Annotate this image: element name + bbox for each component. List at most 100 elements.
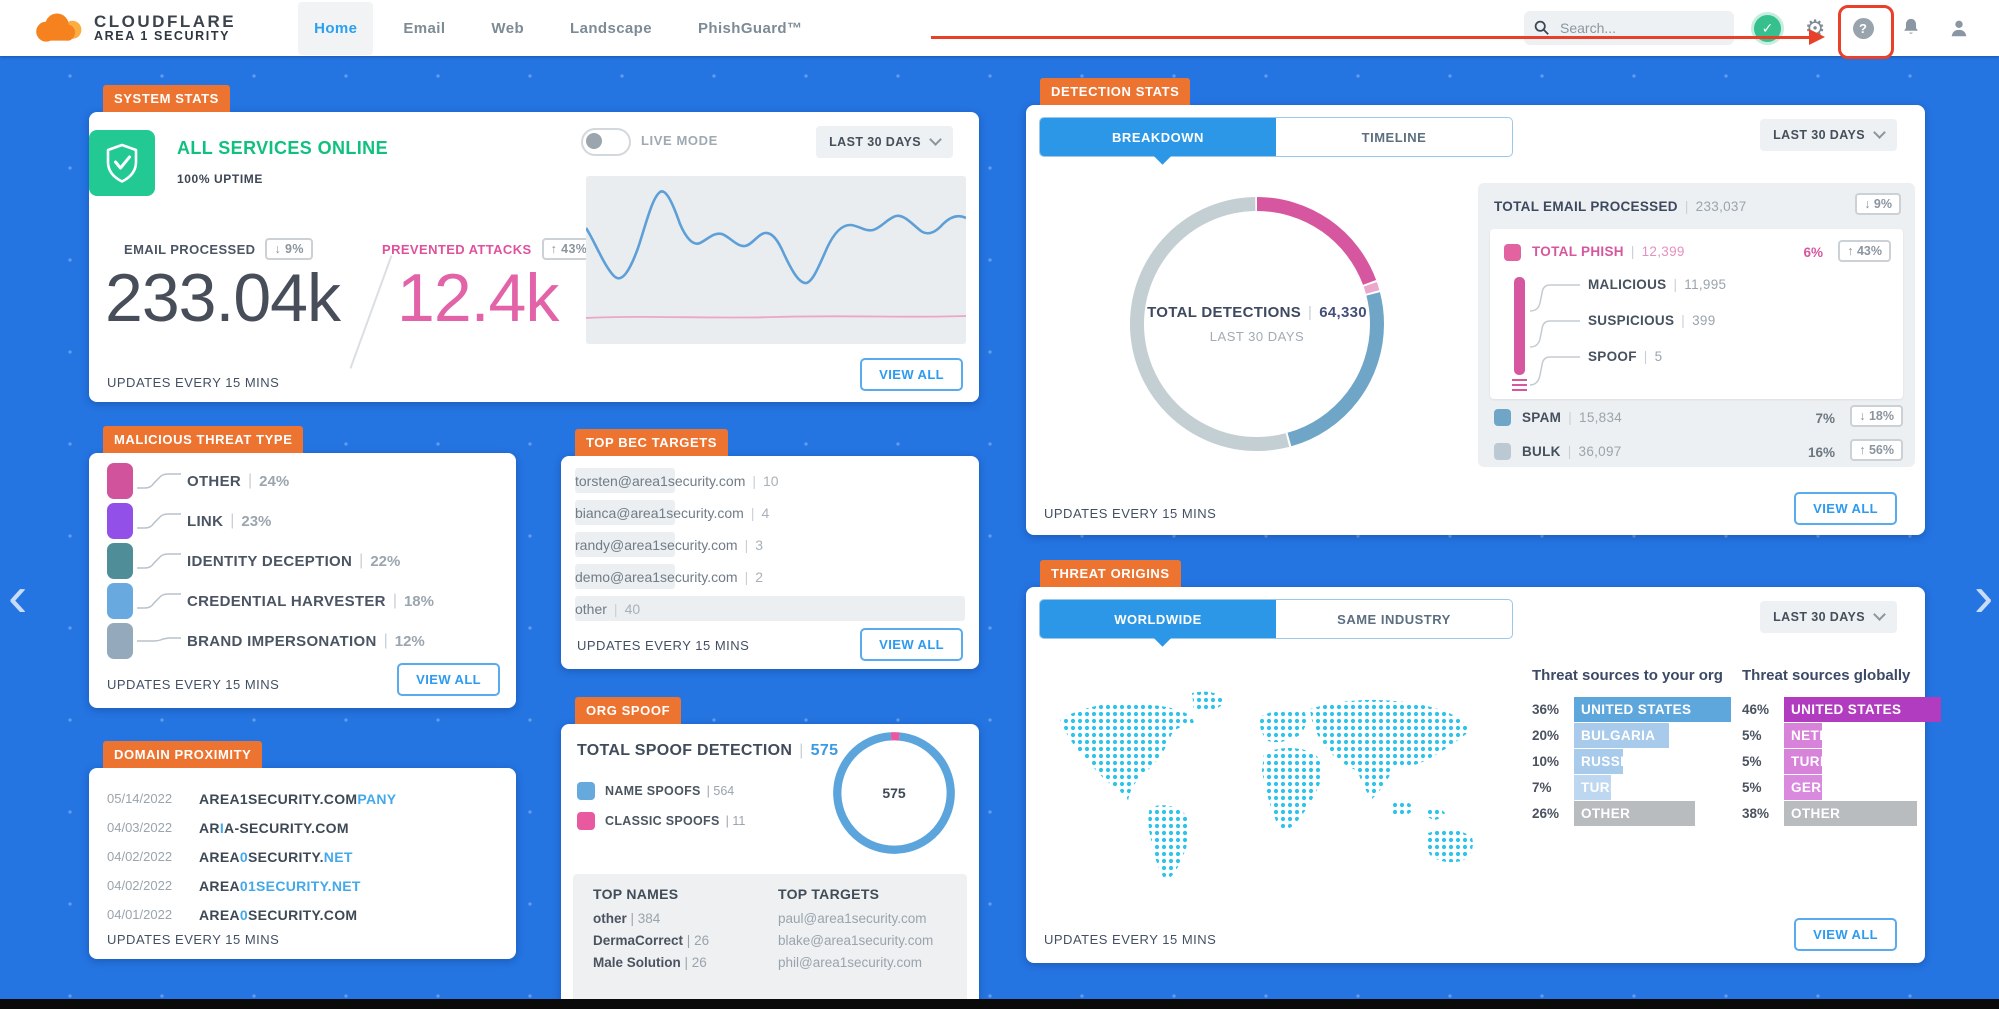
- delta-badge: ↓ 18%: [1850, 405, 1903, 427]
- list-item: CREDENTIAL HARVESTER | 18%: [107, 583, 504, 619]
- table-row: 04/01/2022 AREA0SECURITY.COM: [107, 906, 358, 923]
- color-swatch: [107, 503, 133, 539]
- list-item: IDENTITY DECEPTION | 22%: [107, 543, 504, 579]
- list-item: bianca@area1security.com | 4: [575, 500, 965, 525]
- color-swatch: [1494, 443, 1511, 460]
- letterbox-bar: [0, 999, 1999, 1009]
- domain-link[interactable]: AREA01SECURITY.NET: [199, 877, 361, 894]
- tab-timeline[interactable]: TIMELINE: [1361, 129, 1427, 145]
- nav-item-home[interactable]: Home: [298, 1, 374, 55]
- table-row: 04/02/2022 AREA0SECURITY.NET: [107, 848, 353, 865]
- list-item: BRAND IMPERSONATION | 12%: [107, 623, 504, 659]
- color-swatch: [107, 463, 133, 499]
- list-item: OTHER | 24%: [107, 463, 504, 499]
- threat-sources-global-column: Threat sources globally 46% UNITED STATES…: [1742, 667, 1942, 827]
- chevron-down-icon: [929, 133, 942, 146]
- view-all-button[interactable]: VIEW ALL: [1794, 918, 1897, 951]
- nav-item-phishguard[interactable]: PhishGuard™: [697, 19, 803, 37]
- user-icon[interactable]: [1945, 14, 1973, 42]
- nav-item-landscape[interactable]: Landscape: [570, 19, 652, 37]
- color-swatch: [1504, 244, 1521, 261]
- check-icon: ✓: [1761, 19, 1774, 36]
- view-all-button[interactable]: VIEW ALL: [860, 358, 963, 391]
- brand-subtitle: AREA 1 SECURITY: [94, 29, 231, 44]
- delta-badge: ↓ 9%: [1855, 193, 1901, 215]
- top-nav-bar: CLOUDFLARE AREA 1 SECURITY Home Email We…: [0, 0, 1999, 56]
- card-tag: DETECTION STATS: [1040, 78, 1191, 105]
- bar-row: 26% OTHER: [1532, 801, 1732, 826]
- domain-link[interactable]: ARIA-SECURITY.COM: [199, 819, 349, 836]
- updates-note: UPDATES EVERY 15 MINS: [577, 638, 750, 653]
- carousel-next-arrow[interactable]: ›: [1974, 564, 1994, 629]
- detection-tabs: BREAKDOWN TIMELINE: [1039, 117, 1513, 157]
- top-bec-targets-card: TOP BEC TARGETS torsten@area1security.co…: [561, 429, 979, 669]
- threat-type-list: OTHER | 24% LINK | 23% IDENTITY DECEPTION | 22…: [107, 463, 504, 663]
- tab-same-industry[interactable]: SAME INDUSTRY: [1337, 611, 1451, 627]
- annotation-arrow: [931, 29, 1825, 45]
- updates-note: UPDATES EVERY 15 MINS: [1044, 506, 1217, 521]
- toggle-knob: [586, 133, 602, 149]
- highlight-pill: [575, 468, 675, 493]
- list-item: blake@area1security.com: [778, 933, 934, 948]
- table-row: 04/03/2022 ARIA-SECURITY.COM: [107, 819, 349, 836]
- brand-name: CLOUDFLARE: [94, 11, 237, 31]
- view-all-button[interactable]: VIEW ALL: [1794, 492, 1897, 525]
- spoof-row: SPOOF | 5: [1588, 349, 1663, 364]
- table-row: 04/02/2022 AREA01SECURITY.NET: [107, 877, 361, 894]
- live-mode-toggle[interactable]: [581, 128, 631, 156]
- spam-row: SPAM | 15,834: [1494, 409, 1622, 426]
- origin-tabs: WORLDWIDE SAME INDUSTRY: [1039, 599, 1513, 639]
- color-swatch: [577, 812, 595, 830]
- cloudflare-logo-icon: [36, 13, 82, 42]
- list-item: DermaCorrect | 26: [593, 933, 710, 948]
- highlight-pill: [575, 500, 675, 525]
- card-tag: ORG SPOOF: [575, 697, 682, 724]
- card-tag: MALICIOUS THREAT TYPE: [103, 426, 304, 453]
- domain-link[interactable]: AREA1SECURITY.COMPANY: [199, 790, 397, 807]
- date-range-dropdown[interactable]: LAST 30 DAYS: [1760, 601, 1897, 633]
- bar-row: 5% NETHERLANDS: [1742, 723, 1942, 748]
- detection-stats-card: DETECTION STATS BREAKDOWN TIMELINE LAST …: [1026, 78, 1925, 535]
- domain-link[interactable]: AREA0SECURITY.COM: [199, 906, 358, 923]
- connector-lines: [1530, 284, 1580, 386]
- help-icon[interactable]: ?: [1849, 14, 1877, 42]
- view-all-button[interactable]: VIEW ALL: [860, 628, 963, 661]
- detections-donut-chart: [1130, 197, 1384, 451]
- updates-note: UPDATES EVERY 15 MINS: [107, 932, 280, 947]
- annotation-highlight-box: [1838, 5, 1894, 59]
- search-icon: [1534, 20, 1549, 35]
- total-phish-row: TOTAL PHISH | 12,399: [1532, 244, 1685, 259]
- bec-target-list: torsten@area1security.com | 10 bianca@area…: [575, 468, 965, 628]
- bar-row: 10% RUSSIA: [1532, 749, 1732, 774]
- chevron-down-icon: [1873, 608, 1886, 621]
- nav-item-web[interactable]: Web: [491, 19, 525, 37]
- connector-line: [137, 593, 181, 609]
- delta-badge: ↑ 56%: [1850, 439, 1903, 461]
- carousel-prev-arrow[interactable]: ‹: [8, 564, 28, 629]
- status-shield-badge: [89, 130, 155, 196]
- prevented-attacks-label: PREVENTED ATTACKS ↑ 43%: [382, 238, 597, 260]
- list-item: other | 384: [593, 911, 661, 926]
- list-item: randy@area1security.com | 3: [575, 532, 965, 557]
- search-input[interactable]: [1558, 19, 1702, 37]
- chevron-down-icon: [1873, 126, 1886, 139]
- activity-sparkline-chart: [586, 176, 966, 344]
- list-item: LINK | 23%: [107, 503, 504, 539]
- bell-icon[interactable]: [1897, 14, 1925, 42]
- top-targets-column: TOP TARGETS paul@area1security.com blake…: [778, 886, 934, 970]
- card-tag: SYSTEM STATS: [103, 85, 230, 112]
- search-box[interactable]: [1524, 11, 1734, 45]
- date-range-dropdown[interactable]: LAST 30 DAYS: [816, 126, 953, 158]
- spoof-donut-value: 575: [882, 785, 906, 801]
- domain-link[interactable]: AREA0SECURITY.NET: [199, 848, 353, 865]
- view-all-button[interactable]: VIEW ALL: [397, 663, 500, 696]
- spoof-dash: [1512, 384, 1527, 386]
- brand-logo[interactable]: CLOUDFLARE AREA 1 SECURITY: [28, 9, 236, 47]
- nav-item-email[interactable]: Email: [403, 19, 446, 37]
- spoof-donut-chart: [833, 732, 955, 854]
- date-range-dropdown[interactable]: LAST 30 DAYS: [1760, 119, 1897, 151]
- bar-row: 46% UNITED STATES: [1742, 697, 1942, 722]
- card-tag: DOMAIN PROXIMITY: [103, 741, 263, 768]
- domain-list: 05/14/2022 AREA1SECURITY.COMPANY 04/03/2…: [107, 784, 504, 929]
